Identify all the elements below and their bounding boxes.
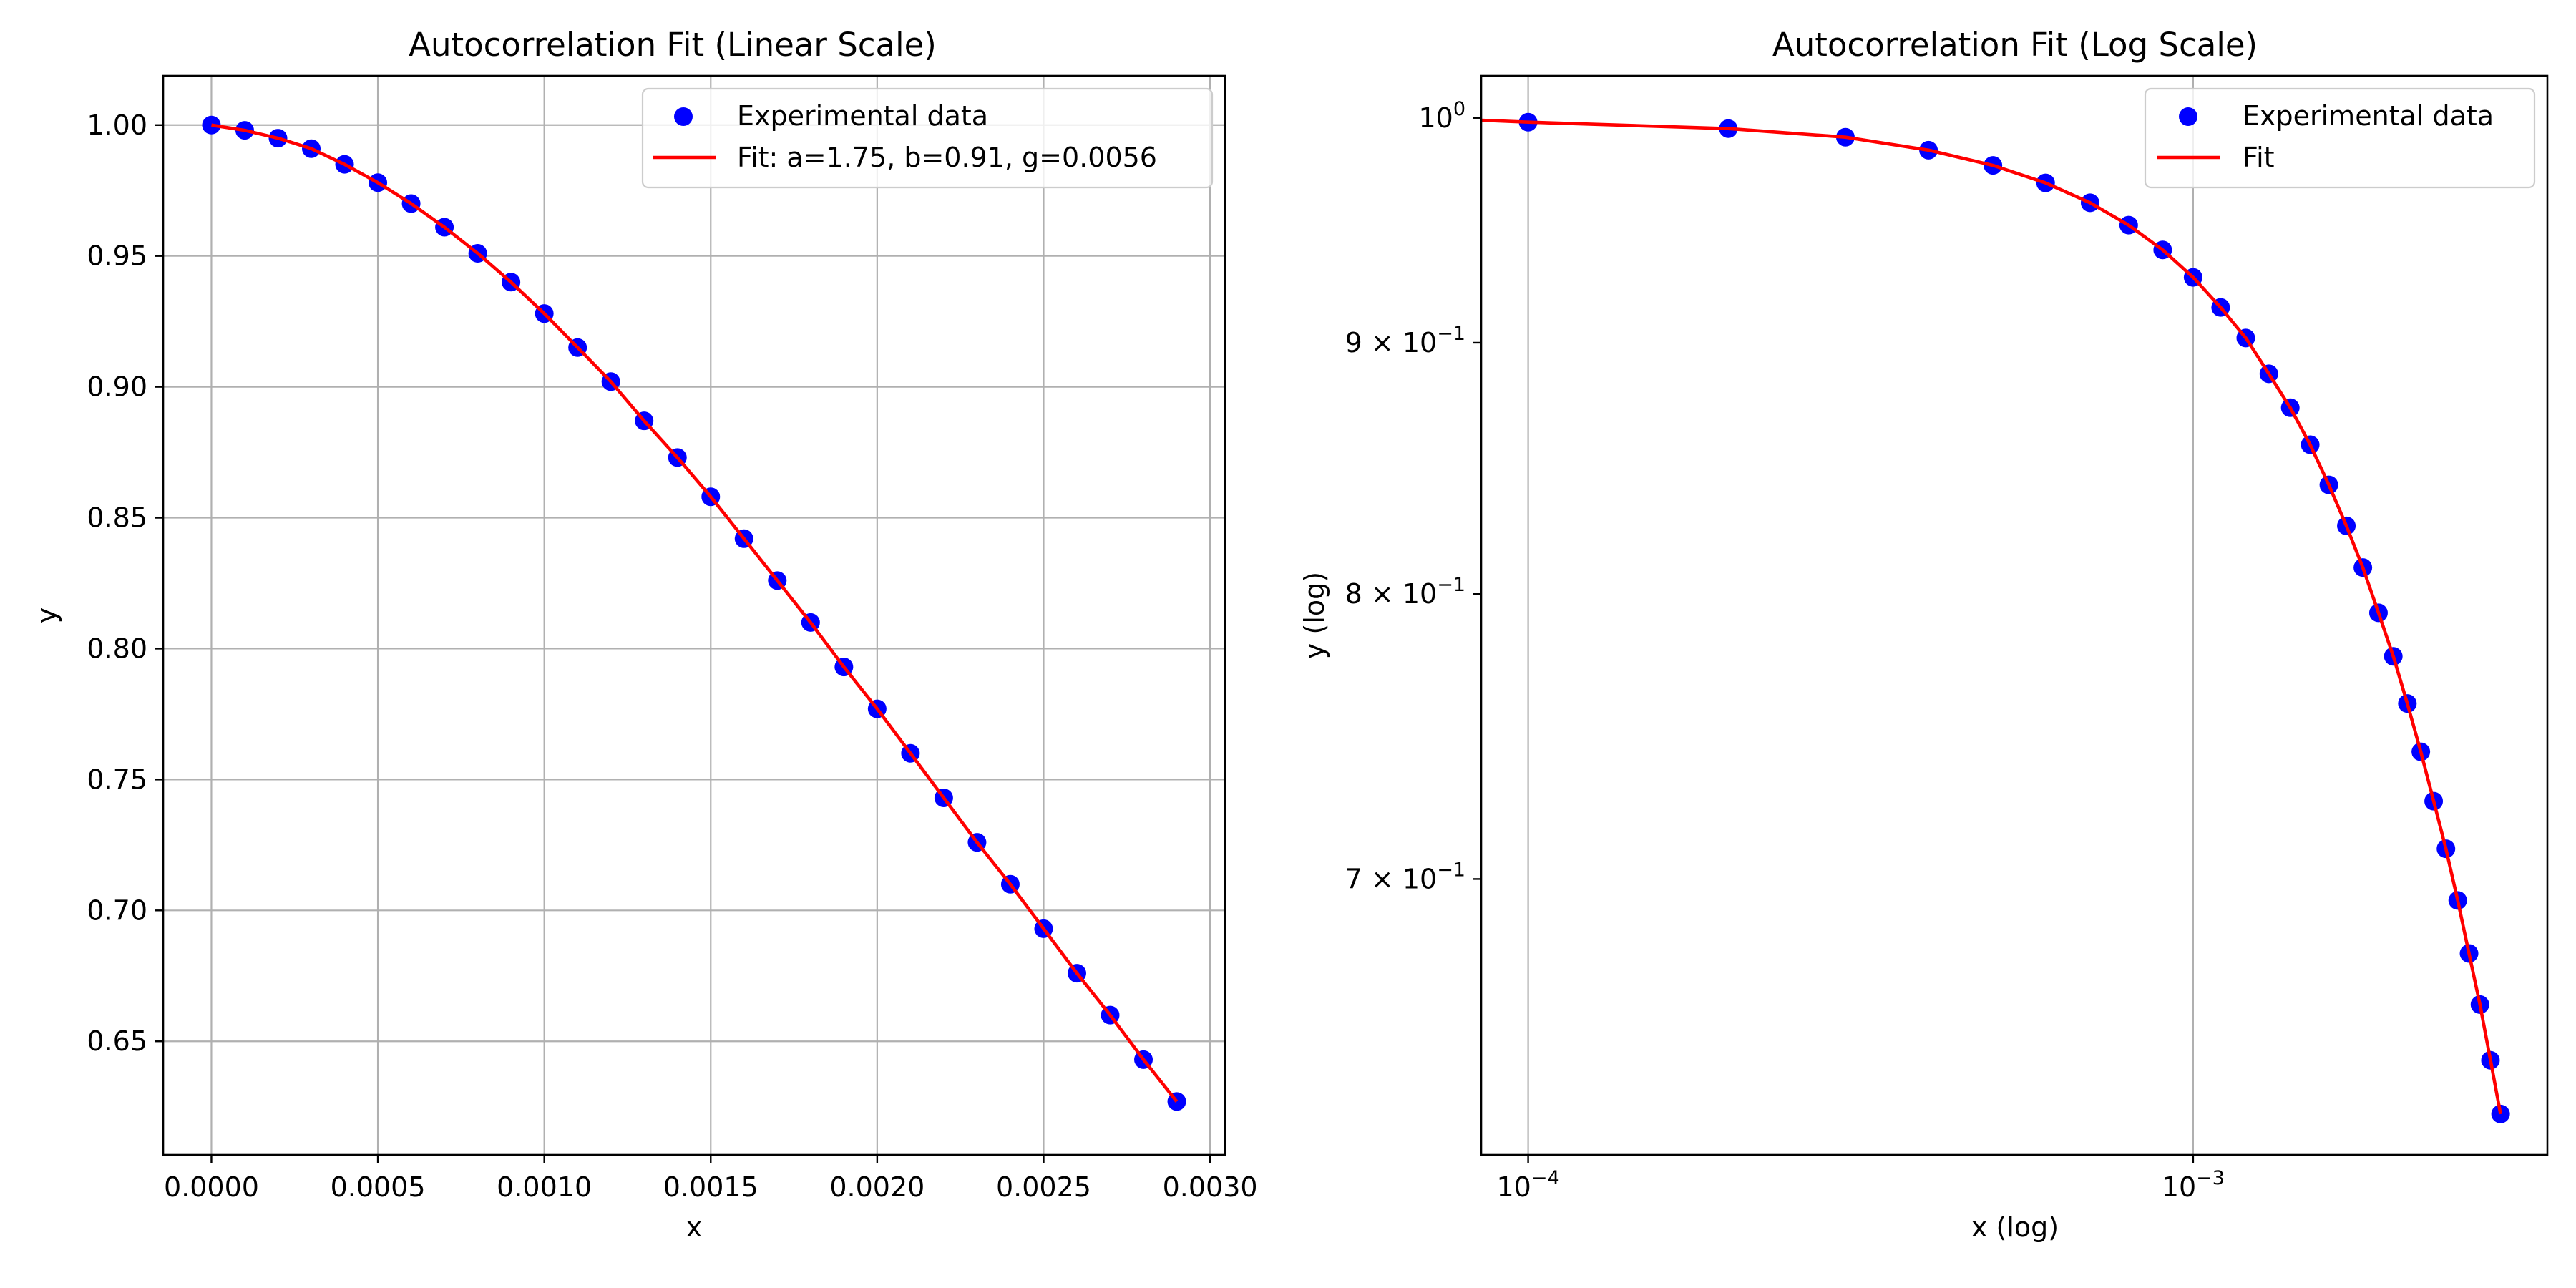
left-y-tick-label: 0.70 — [87, 894, 147, 926]
right-legend-fit-label: Fit — [2243, 142, 2275, 173]
right-chart-ylabel: y (log) — [1299, 572, 1330, 659]
left-legend-scatter-label: Experimental data — [737, 100, 988, 132]
right-chart: Autocorrelation Fit (Log Scale) 10−4 10−3… — [1299, 26, 2549, 1243]
left-y-tick-label: 0.95 — [87, 240, 147, 272]
left-y-tick-label: 0.80 — [87, 633, 147, 664]
left-x-tick-label: 0.0010 — [497, 1171, 592, 1203]
left-legend-fit-label: Fit: a=1.75, b=0.91, g=0.0056 — [737, 142, 1157, 173]
left-legend-scatter-marker — [674, 107, 693, 126]
right-y-tick-exponent: −1 — [1437, 574, 1465, 596]
right-x-tick-exponent: −3 — [2196, 1167, 2225, 1189]
right-y-tick-label: 100 — [1418, 98, 1465, 134]
right-x-tick-label: 10−3 — [2162, 1167, 2225, 1203]
right-x-tick-label: 10−4 — [1497, 1167, 1560, 1203]
right-x-tick-base: 10 — [1497, 1171, 1531, 1203]
right-x-tick-exponent: −4 — [1531, 1167, 1560, 1189]
left-fit-line — [211, 123, 1179, 1103]
right-y-tick-label: 9 × 10−1 — [1345, 323, 1465, 358]
left-chart-legend: Experimental data Fit: a=1.75, b=0.91, g… — [641, 87, 1214, 189]
left-data-point — [202, 115, 221, 135]
left-y-tick-label: 0.65 — [87, 1025, 147, 1057]
left-x-tick-label: 0.0005 — [331, 1171, 426, 1203]
right-y-tick-base: 10 — [1402, 327, 1437, 358]
left-chart: Autocorrelation Fit (Linear Scale) 0.000… — [31, 26, 1258, 1243]
right-y-tick-label: 7 × 10−1 — [1345, 859, 1465, 894]
left-y-tick-label: 1.00 — [87, 109, 147, 141]
left-y-tick-label: 0.90 — [87, 371, 147, 403]
right-legend-scatter-marker — [2179, 107, 2197, 126]
left-x-tick-label: 0.0020 — [829, 1171, 924, 1203]
right-y-tick-mantissa: 7 × — [1345, 863, 1402, 894]
right-y-tick-base: 10 — [1402, 863, 1437, 894]
left-chart-ticks: 0.0000 0.0005 0.0010 0.0015 0.0020 0.0025 0.00… — [87, 109, 1257, 1203]
right-chart-plot — [1480, 112, 2510, 1123]
right-chart-legend: Experimental data Fit — [2144, 87, 2536, 189]
left-y-tick-label: 0.85 — [87, 502, 147, 534]
right-y-tick-exponent: 0 — [1453, 98, 1465, 120]
right-fit-line — [1480, 118, 2502, 1115]
right-legend-scatter-label: Experimental data — [2243, 100, 2494, 132]
right-y-tick-label: 8 × 10−1 — [1345, 574, 1465, 610]
left-x-tick-label: 0.0015 — [663, 1171, 758, 1203]
left-x-tick-label: 0.0000 — [164, 1171, 259, 1203]
left-chart-xlabel: x — [686, 1211, 703, 1243]
left-y-tick-label: 0.75 — [87, 763, 147, 795]
right-y-tick-mantissa: 8 × — [1345, 578, 1402, 610]
right-y-tick-exponent: −1 — [1437, 323, 1465, 345]
right-chart-xlabel: x (log) — [1971, 1211, 2059, 1243]
left-x-tick-label: 0.0030 — [1163, 1171, 1258, 1203]
right-chart-frame — [1480, 74, 2549, 1156]
right-y-tick-base: 10 — [1418, 102, 1453, 134]
right-y-tick-mantissa: 9 × — [1345, 327, 1402, 358]
right-chart-title: Autocorrelation Fit (Log Scale) — [1772, 26, 2258, 64]
right-y-tick-base: 10 — [1402, 578, 1437, 610]
right-y-tick-exponent: −1 — [1437, 859, 1465, 881]
left-x-tick-label: 0.0025 — [996, 1171, 1091, 1203]
left-chart-plot — [202, 115, 1186, 1111]
right-x-tick-base: 10 — [2162, 1171, 2196, 1203]
left-legend-frame — [641, 87, 1214, 189]
right-legend-frame — [2144, 87, 2536, 189]
left-chart-frame — [162, 74, 1226, 1156]
left-chart-ylabel: y — [31, 608, 62, 624]
left-chart-title: Autocorrelation Fit (Linear Scale) — [409, 26, 937, 64]
right-chart-grid — [1527, 76, 2195, 1155]
